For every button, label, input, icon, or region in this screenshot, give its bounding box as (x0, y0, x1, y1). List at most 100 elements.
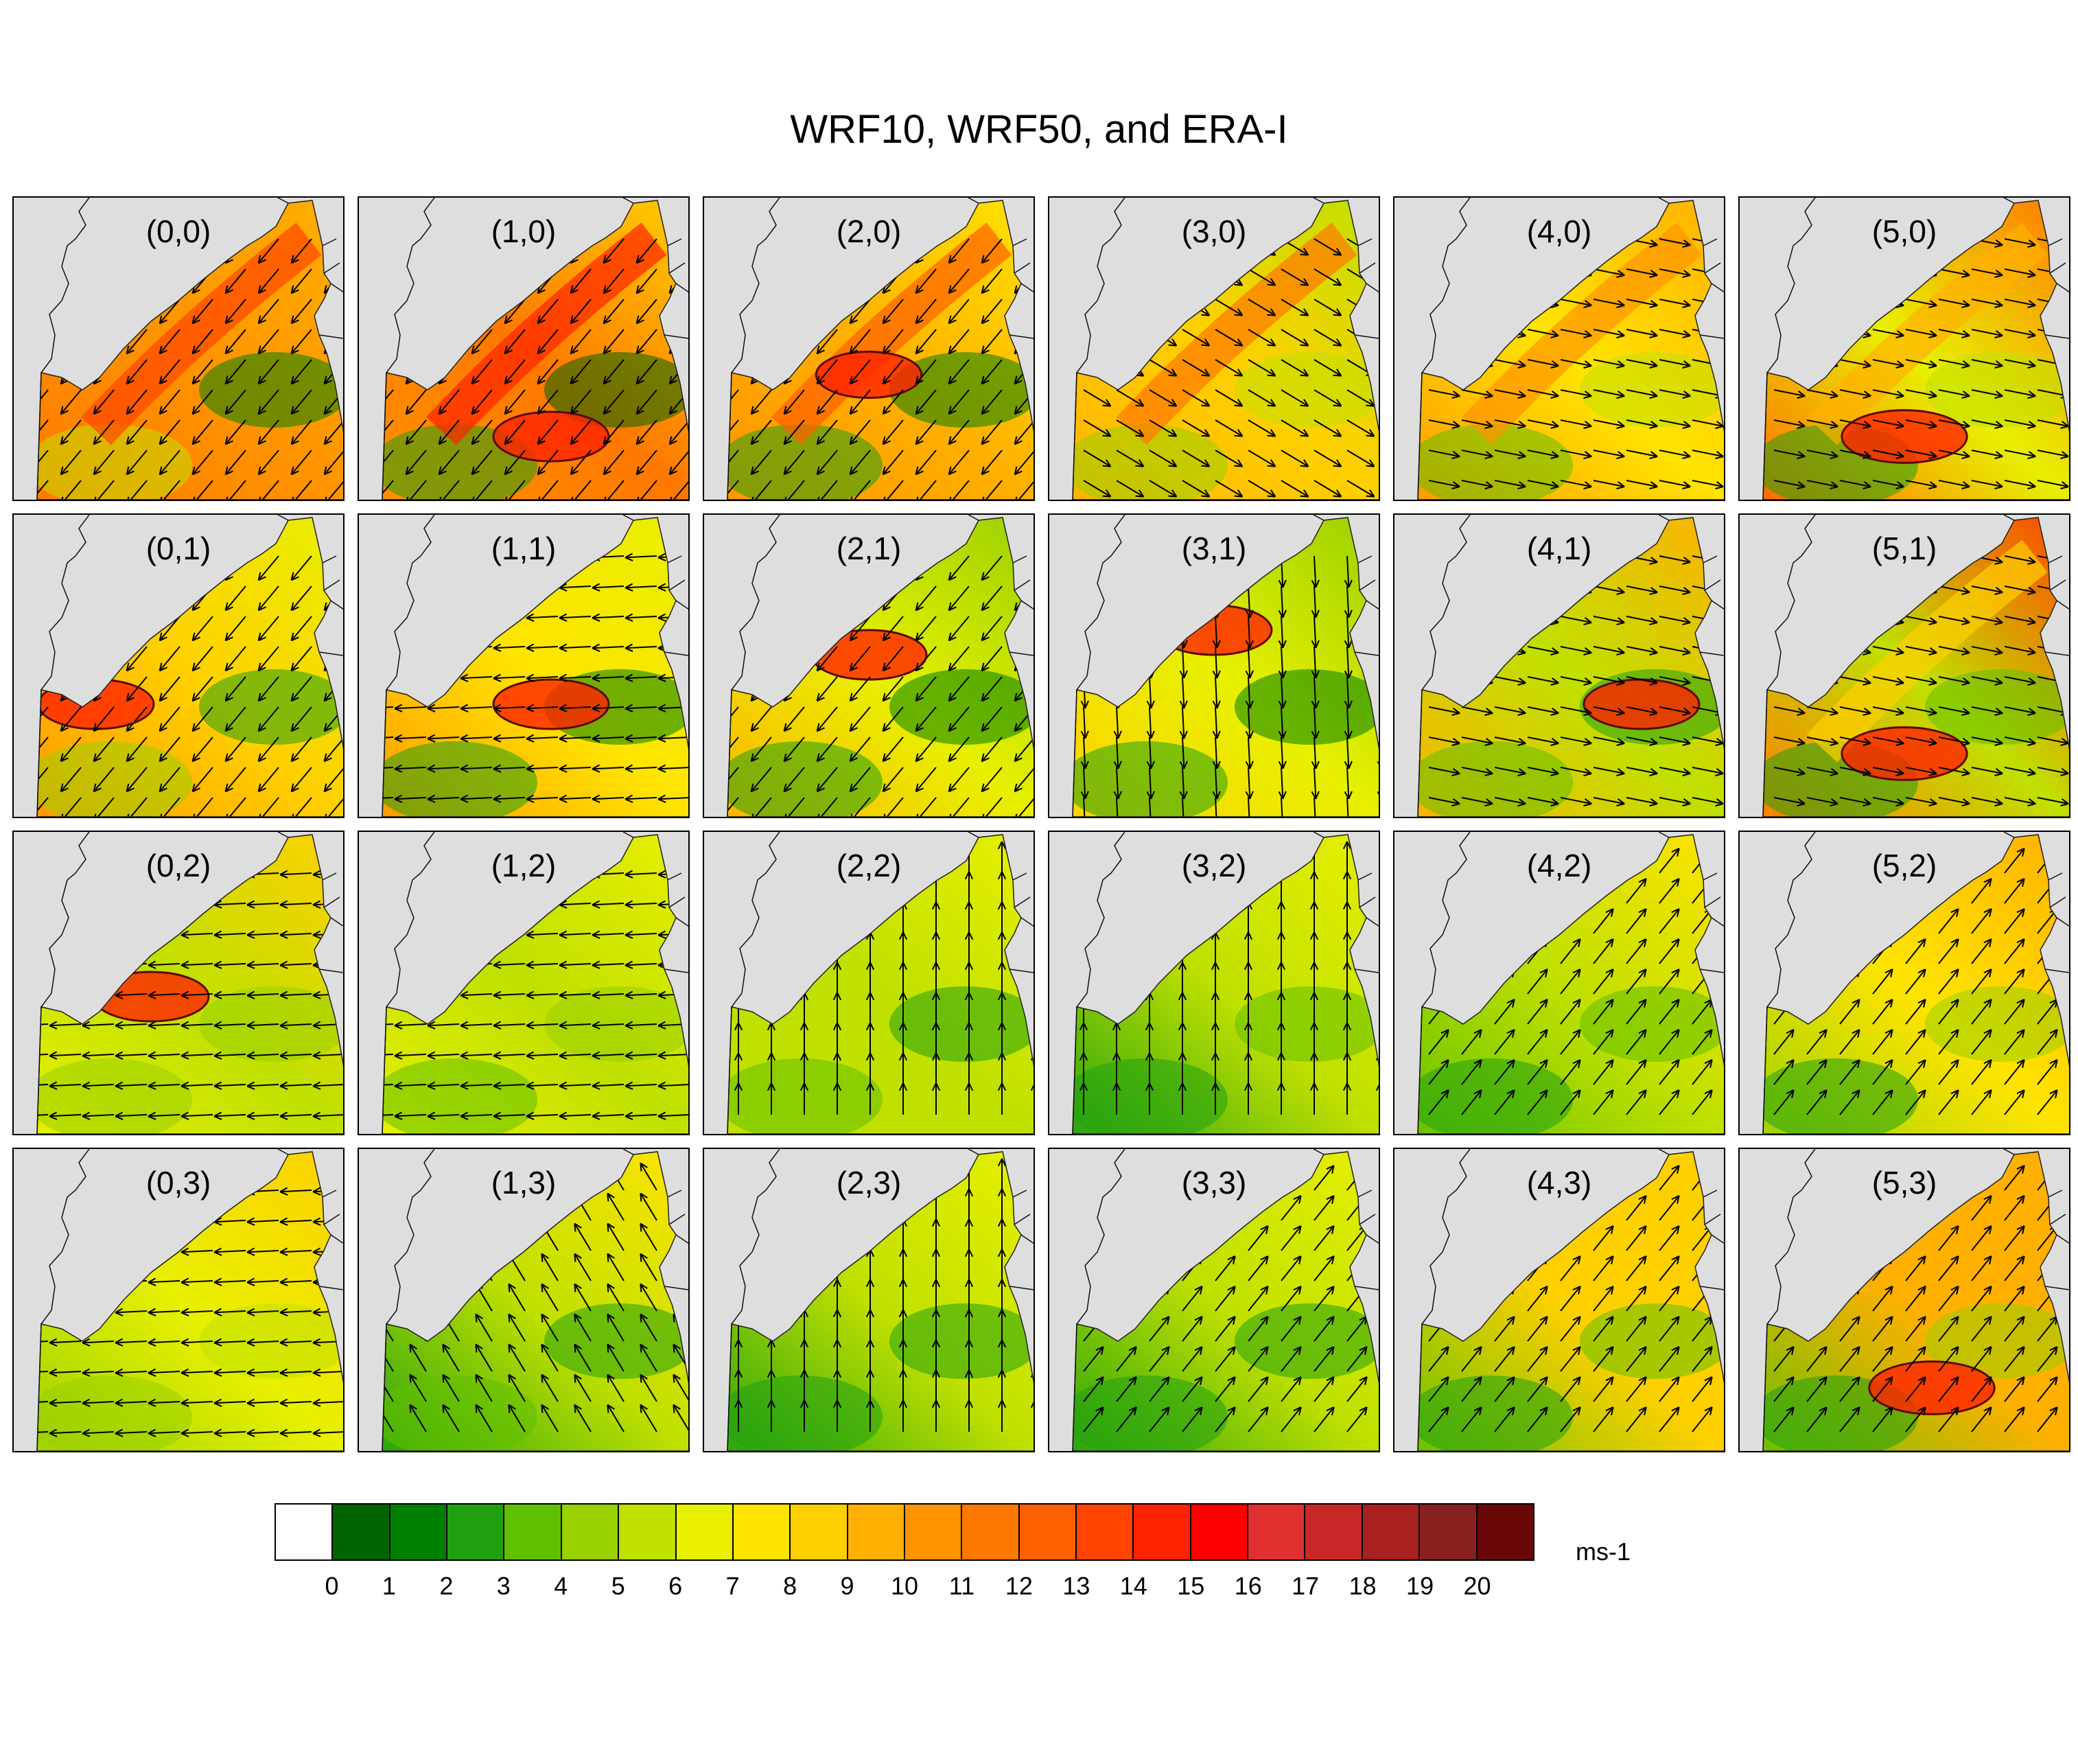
wind-vector (191, 616, 213, 642)
wind-vector (1905, 389, 1937, 399)
wind-vector (1938, 706, 1970, 716)
wind-vector (1030, 1082, 1034, 1091)
wind-vector (1276, 962, 1286, 994)
wind-vector (1146, 706, 1155, 739)
wind-vector (1344, 736, 1353, 769)
wind-vector (1659, 585, 1691, 595)
wind-vector (1938, 1346, 1959, 1372)
wind-vector (257, 797, 279, 817)
colorbar-swatch (1248, 1505, 1306, 1559)
map-panel: (5,2) (1738, 831, 2070, 1135)
wind-vector (1971, 616, 2003, 625)
wind-vector (1083, 1346, 1104, 1372)
wind-vector (49, 1398, 82, 1407)
wind-vector (727, 268, 739, 294)
wind-vector (1346, 1346, 1368, 1372)
map-panel: (5,0) (1738, 196, 2070, 501)
wind-vector (427, 794, 460, 803)
wind-vector (382, 903, 394, 906)
wind-vector (1344, 676, 1353, 709)
wind-vector (865, 1400, 875, 1432)
wind-vector (624, 553, 657, 561)
wind-vector (382, 993, 394, 997)
wind-vector (504, 359, 526, 385)
wind-vector (126, 419, 148, 445)
wind-vector (1375, 962, 1379, 971)
wind-vector (290, 419, 312, 445)
wind-vector (1014, 797, 1034, 817)
wind-vector (570, 268, 592, 294)
wind-vector (1428, 706, 1460, 716)
wind-vector (1116, 797, 1119, 817)
wind-vector (1215, 450, 1244, 467)
wind-vector (1314, 1225, 1335, 1251)
wind-vector (126, 585, 148, 612)
wind-vector (1281, 329, 1309, 347)
map-panel: (4,1) (1393, 513, 1725, 818)
wind-vector (115, 900, 148, 909)
domain-outline (727, 200, 1034, 500)
colorbar-tick-label: 6 (668, 1572, 683, 1600)
wind-vector (394, 764, 427, 773)
wind-vector (126, 646, 148, 672)
wind-vector (1145, 962, 1154, 994)
wind-vector (1461, 1029, 1482, 1055)
wind-vector (915, 585, 937, 612)
wind-vector (1872, 1225, 1893, 1251)
wind-vector (1971, 389, 2003, 399)
domain-outline (382, 1151, 688, 1451)
wind-vector (290, 585, 312, 612)
wind-vector (1593, 676, 1625, 686)
wind-vector (1461, 1346, 1482, 1372)
wind-vector (323, 419, 343, 445)
wind-vector (191, 676, 213, 702)
wind-vector (1178, 1052, 1187, 1084)
wind-vector (1626, 1089, 1647, 1115)
wind-vector (1806, 585, 1838, 595)
wind-vector (37, 1084, 49, 1087)
wind-vector (1773, 329, 1806, 338)
wind-vector (948, 616, 970, 642)
wind-vector (1839, 585, 1871, 595)
wind-vector (574, 1313, 592, 1342)
wind-vector (1626, 1029, 1647, 1055)
wind-vector (1839, 299, 1871, 308)
wind-vector (1461, 480, 1493, 489)
wind-vector (1938, 1376, 1959, 1402)
wind-vector (246, 1398, 279, 1407)
wind-vector (1248, 480, 1276, 498)
wind-vector (246, 1247, 279, 1256)
wind-vector (624, 673, 657, 682)
wind-vector (1872, 767, 1904, 776)
wind-vector (290, 797, 312, 817)
wind-vector (82, 990, 115, 999)
wind-vector (1281, 1376, 1302, 1402)
wind-vector (2037, 736, 2069, 746)
wind-vector (1309, 1052, 1319, 1084)
wind-vector (1773, 767, 1806, 776)
wind-vector (1692, 736, 1724, 746)
wind-vector (1346, 1406, 1368, 1432)
wind-vector (1428, 1089, 1449, 1115)
wind-vector (394, 930, 427, 939)
wind-vector (541, 1343, 559, 1372)
wind-vector (1872, 480, 1904, 489)
wind-vector (312, 1368, 343, 1377)
wind-vector (541, 1313, 559, 1342)
wind-vector (493, 1051, 526, 1060)
panel-label: (0,2) (145, 848, 211, 883)
wind-vector (727, 585, 739, 611)
wind-vector (624, 734, 657, 743)
wind-vector (1626, 1059, 1647, 1085)
wind-vector (1278, 616, 1287, 649)
wind-vector (997, 841, 1007, 873)
wind-vector (493, 1081, 526, 1090)
wind-vector (1692, 450, 1724, 459)
wind-vector (849, 706, 871, 732)
wind-vector (460, 990, 493, 999)
wind-vector (1971, 450, 2003, 459)
wind-vector (1626, 938, 1647, 964)
wind-vector (1212, 736, 1221, 769)
wind-vector (1244, 931, 1253, 964)
wind-vector (290, 616, 312, 642)
